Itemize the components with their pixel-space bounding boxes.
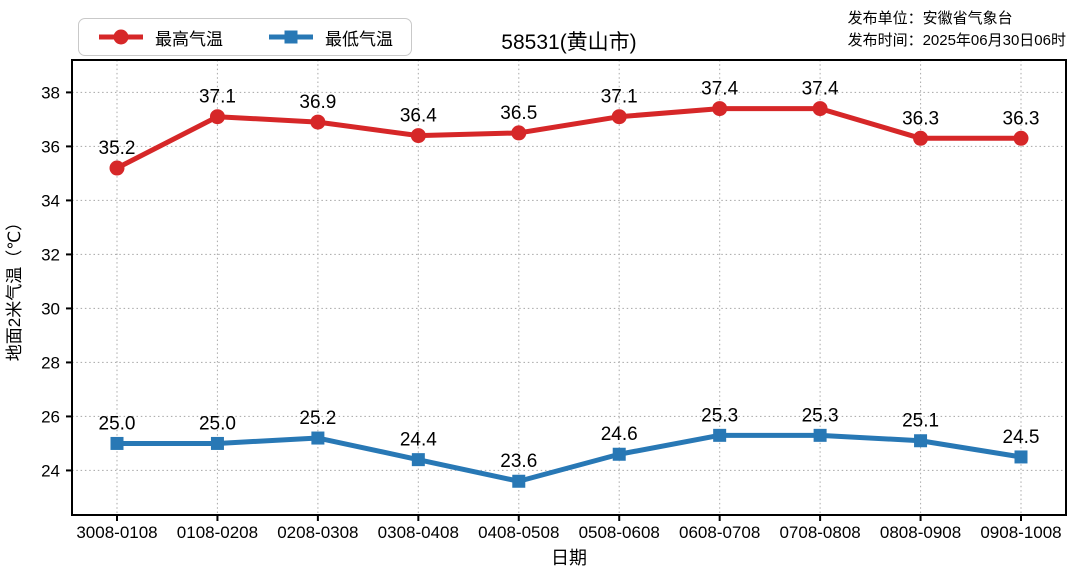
data-label: 25.2 (299, 408, 336, 429)
data-marker (914, 434, 928, 448)
data-label: 37.4 (802, 79, 839, 100)
series-max-temp-line (114, 106, 1024, 171)
data-marker (512, 474, 526, 488)
data-marker (712, 101, 728, 117)
publish-time: 发布时间：2025年06月30日06时 (847, 32, 1066, 49)
data-marker (411, 453, 425, 467)
data-label: 37.1 (601, 87, 638, 108)
min-temp-line-square-icon (269, 30, 313, 44)
data-label: 35.2 (99, 138, 136, 159)
data-label: 25.3 (802, 405, 839, 426)
series-min-temp: 25.0 25.0 25.2 24.4 23.6 24.6 25.3 25.3 25.1 24.5 (99, 405, 1040, 488)
svg-text:0108-0208: 0108-0208 (177, 523, 258, 542)
svg-text:30: 30 (41, 299, 60, 318)
chart-title: 58531(黄山市) (501, 31, 637, 54)
publisher-info: 发布单位：安徽省气象台 发布时间：2025年06月30日06时 (848, 8, 1066, 52)
series-max-temp: 35.2 37.1 36.9 36.4 36.5 37.1 37.4 37.4 36.3 36.3 (99, 79, 1040, 176)
data-marker (310, 114, 326, 130)
data-marker (812, 101, 828, 117)
svg-text:3008-0108: 3008-0108 (76, 523, 157, 542)
legend-item-max-temp: 最高气温 (97, 25, 223, 50)
publisher-unit: 发布单位：安徽省气象台 (847, 10, 1013, 27)
y-tick-labels: 24 26 28 30 32 34 36 38 (41, 83, 60, 480)
data-marker (611, 109, 627, 125)
legend-label-min-temp: 最低气温 (325, 29, 393, 49)
data-label: 25.3 (701, 405, 738, 426)
svg-text:0308-0408: 0308-0408 (378, 523, 459, 542)
legend-item-min-temp: 最低气温 (267, 25, 393, 50)
data-marker (1013, 130, 1029, 146)
data-label: 23.6 (500, 451, 537, 472)
data-label: 37.1 (199, 87, 236, 108)
svg-text:34: 34 (41, 191, 60, 210)
svg-text:0508-0608: 0508-0608 (579, 523, 660, 542)
svg-text:24: 24 (41, 461, 60, 480)
data-label: 36.5 (500, 103, 537, 124)
data-marker (210, 436, 224, 450)
data-marker (311, 431, 325, 445)
data-label: 24.6 (601, 424, 638, 445)
data-label: 36.4 (400, 106, 437, 127)
data-label: 25.0 (199, 413, 236, 434)
x-axis-label: 日期 (551, 548, 587, 568)
data-label: 37.4 (701, 79, 738, 100)
chart-legend: 最高气温 最低气温 (78, 18, 412, 56)
axis-ticks (66, 91, 1022, 521)
svg-text:28: 28 (41, 353, 60, 372)
y-axis-label: 地面2米气温（℃） (5, 214, 24, 362)
svg-text:26: 26 (41, 407, 60, 426)
max-temp-line-circle-icon (99, 29, 143, 45)
data-marker (913, 130, 929, 146)
legend-label-max-temp: 最高气温 (155, 29, 223, 49)
data-marker (209, 109, 225, 125)
data-marker (511, 125, 527, 141)
svg-text:0708-0808: 0708-0808 (779, 523, 860, 542)
data-marker (813, 428, 827, 442)
svg-text:0808-0908: 0808-0908 (880, 523, 961, 542)
svg-text:32: 32 (41, 245, 60, 264)
svg-text:0608-0708: 0608-0708 (679, 523, 760, 542)
data-label: 36.3 (902, 108, 939, 129)
plot-frame (71, 59, 1067, 516)
data-marker (713, 428, 727, 442)
data-label: 25.1 (902, 411, 939, 432)
data-marker (410, 128, 426, 144)
svg-text:0408-0508: 0408-0508 (478, 523, 559, 542)
svg-text:36: 36 (41, 137, 60, 156)
data-marker (109, 160, 125, 176)
data-marker (1014, 450, 1028, 464)
series-min-temp-line (114, 432, 1024, 484)
data-label: 25.0 (99, 413, 136, 434)
data-label: 36.3 (1003, 108, 1040, 129)
svg-text:38: 38 (41, 83, 60, 102)
svg-text:0208-0308: 0208-0308 (277, 523, 358, 542)
data-label: 24.5 (1003, 427, 1040, 448)
data-label: 24.4 (400, 430, 437, 451)
data-label: 36.9 (299, 92, 336, 113)
data-marker (110, 436, 124, 450)
data-marker (612, 447, 626, 461)
x-tick-labels: 3008-0108 0108-0208 0208-0308 0308-0408 0408… (76, 523, 1061, 542)
svg-text:0908-1008: 0908-1008 (980, 523, 1061, 542)
